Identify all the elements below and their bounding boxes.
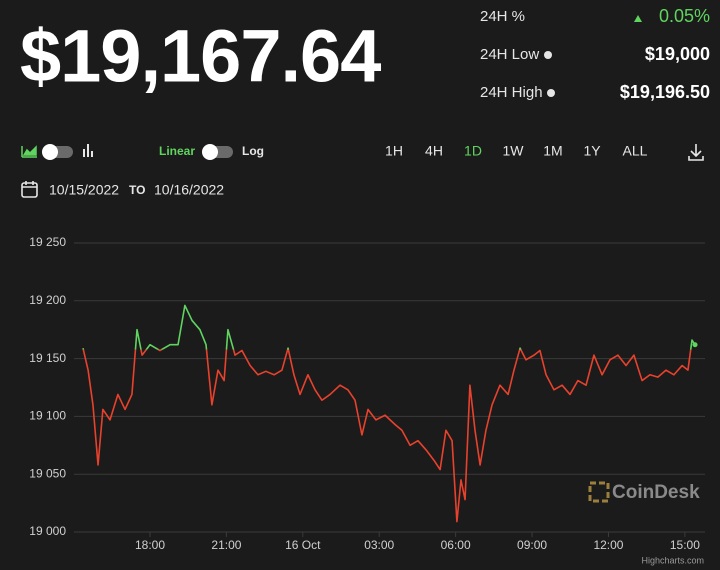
info-icon[interactable] <box>544 51 552 59</box>
price: $19,167.64 <box>20 15 381 98</box>
calendar-body <box>21 182 38 198</box>
scale-option[interactable]: Log <box>242 144 264 158</box>
range-button[interactable]: 1W <box>503 143 525 159</box>
candle-icon <box>83 144 93 157</box>
price-line <box>82 304 696 523</box>
y-tick-label: 19 000 <box>29 524 66 538</box>
toggle-knob <box>42 144 58 160</box>
scale-option[interactable]: Linear <box>159 144 195 158</box>
logo-mark <box>588 481 610 503</box>
calendar-icon[interactable] <box>21 181 38 198</box>
y-tick-label: 19 200 <box>29 293 66 307</box>
download-icon[interactable] <box>688 144 704 161</box>
y-tick-label: 19 050 <box>29 466 66 480</box>
stat-label: 24H % <box>480 8 525 25</box>
range-button[interactable]: 1H <box>385 143 403 159</box>
scale-toggle[interactable] <box>202 144 233 160</box>
x-tick-label: 12:00 <box>593 538 623 552</box>
date-from[interactable]: 10/15/2022 <box>49 182 119 198</box>
y-tick-label: 19 250 <box>29 235 66 249</box>
up-arrow <box>634 15 642 22</box>
range-button[interactable]: 1D <box>464 143 482 159</box>
watermark-logo <box>588 481 610 503</box>
stat-label: 24H Low <box>480 46 539 63</box>
chart-type-toggle[interactable] <box>21 144 93 160</box>
stat-value: $19,196.50 <box>620 82 710 102</box>
range-button[interactable]: ALL <box>623 143 648 159</box>
date-to[interactable]: 10/16/2022 <box>154 182 224 198</box>
info-icon[interactable] <box>547 89 555 97</box>
range-button[interactable]: 1M <box>543 143 562 159</box>
range-button[interactable]: 4H <box>425 143 443 159</box>
date-to-label: TO <box>129 183 145 197</box>
y-tick-label: 19 150 <box>29 351 66 365</box>
last-point <box>692 342 698 348</box>
stat-label: 24H High <box>480 84 543 101</box>
x-tick-label: 18:00 <box>135 538 165 552</box>
stat-value: 0.05% <box>659 6 710 26</box>
range-buttons: 1H 4H 1D 1W 1M 1Y ALL <box>385 143 648 159</box>
stat-value: $19,000 <box>645 44 710 64</box>
y-tick-label: 19 100 <box>29 409 66 423</box>
watermark: CoinDesk <box>612 482 700 503</box>
x-tick-label: 09:00 <box>517 538 547 552</box>
calendar-lines <box>22 181 37 188</box>
x-tick-label: 21:00 <box>211 538 241 552</box>
plot-area: 19 000 19 050 19 100 19 150 19 200 19 250 18:0… <box>29 235 705 552</box>
x-tick-label: 16 Oct <box>285 538 321 552</box>
x-tick-label: 03:00 <box>364 538 394 552</box>
area-icon <box>21 145 37 158</box>
x-tick-label: 06:00 <box>441 538 471 552</box>
x-tick-label: 15:00 <box>670 538 700 552</box>
range-button[interactable]: 1Y <box>583 143 601 159</box>
credit[interactable]: Highcharts.com <box>641 555 704 565</box>
toggle-knob <box>202 144 218 160</box>
